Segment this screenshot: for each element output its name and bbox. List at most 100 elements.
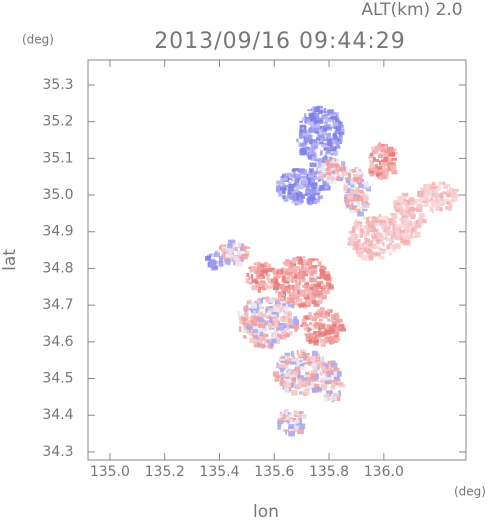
echo <box>275 334 282 340</box>
echo <box>421 187 427 193</box>
echo <box>300 354 307 361</box>
echo <box>293 170 296 176</box>
echo <box>316 352 320 358</box>
echo <box>239 326 242 333</box>
echo <box>285 259 290 263</box>
echo <box>315 355 319 361</box>
echo <box>307 379 311 386</box>
echo <box>305 149 312 154</box>
echo <box>329 335 336 340</box>
echo <box>316 287 320 291</box>
echo <box>338 129 345 136</box>
echo <box>299 124 306 130</box>
echo <box>301 350 306 356</box>
echo <box>298 411 303 415</box>
echo <box>289 330 293 336</box>
echo <box>387 165 391 170</box>
echo <box>389 242 392 245</box>
echo <box>286 282 289 285</box>
echo <box>257 335 264 340</box>
echo <box>418 219 423 224</box>
echo <box>303 327 308 331</box>
echo <box>277 421 282 426</box>
echo <box>408 197 415 202</box>
echo <box>352 205 358 210</box>
echo <box>326 149 331 154</box>
echo <box>280 356 286 359</box>
echo <box>394 243 401 249</box>
echo <box>302 284 307 288</box>
echo <box>260 312 267 317</box>
echo <box>286 355 290 361</box>
echo <box>291 371 297 377</box>
echo <box>233 255 239 261</box>
echo <box>312 189 317 194</box>
echo <box>369 164 375 171</box>
echo <box>220 244 227 247</box>
echo <box>431 203 437 206</box>
echo <box>444 192 447 195</box>
echo <box>267 299 271 303</box>
echo <box>269 318 273 324</box>
echo <box>284 276 290 282</box>
echo <box>356 252 362 257</box>
echo <box>298 359 303 362</box>
altitude-label: ALT(km) 2.0 <box>361 0 462 20</box>
echo <box>299 292 306 297</box>
echo <box>245 278 250 284</box>
echo <box>329 380 335 384</box>
echo <box>387 160 392 163</box>
echo <box>435 206 441 210</box>
echo <box>285 270 289 275</box>
echo <box>425 185 431 191</box>
echo <box>303 353 311 356</box>
echo <box>308 332 314 339</box>
echo <box>313 123 320 130</box>
echo <box>324 118 332 123</box>
echo <box>257 343 262 348</box>
echo <box>280 294 286 297</box>
echo <box>445 206 450 211</box>
echo <box>323 147 330 151</box>
echo <box>298 426 305 430</box>
echo <box>361 199 364 203</box>
echo <box>242 245 247 252</box>
echo <box>364 235 367 240</box>
echo <box>390 223 396 227</box>
echo <box>272 269 277 274</box>
echo <box>306 268 312 274</box>
echo <box>330 319 334 322</box>
echo <box>288 370 291 377</box>
echo <box>333 335 338 339</box>
echo <box>288 413 295 417</box>
echo <box>374 233 377 239</box>
echo <box>327 397 331 401</box>
echo <box>306 198 311 204</box>
echo <box>410 214 416 220</box>
echo <box>379 175 384 181</box>
echo <box>253 269 258 273</box>
echo <box>241 317 247 321</box>
echo <box>310 149 314 154</box>
echo <box>262 285 266 291</box>
echo <box>353 244 356 250</box>
echo <box>294 202 298 206</box>
echo <box>351 200 354 206</box>
echo <box>339 166 347 172</box>
echo <box>248 281 253 285</box>
echo <box>403 227 408 233</box>
echo <box>311 361 319 364</box>
echo <box>327 318 331 322</box>
echo <box>352 226 355 232</box>
echo <box>344 196 348 200</box>
echo <box>320 362 328 366</box>
echo <box>285 359 290 366</box>
echo <box>365 186 371 192</box>
echo <box>324 381 332 385</box>
echo <box>246 329 250 334</box>
echo <box>431 208 434 214</box>
echo <box>307 178 311 185</box>
echo <box>304 129 310 134</box>
echo <box>345 179 352 183</box>
echo <box>298 363 305 368</box>
